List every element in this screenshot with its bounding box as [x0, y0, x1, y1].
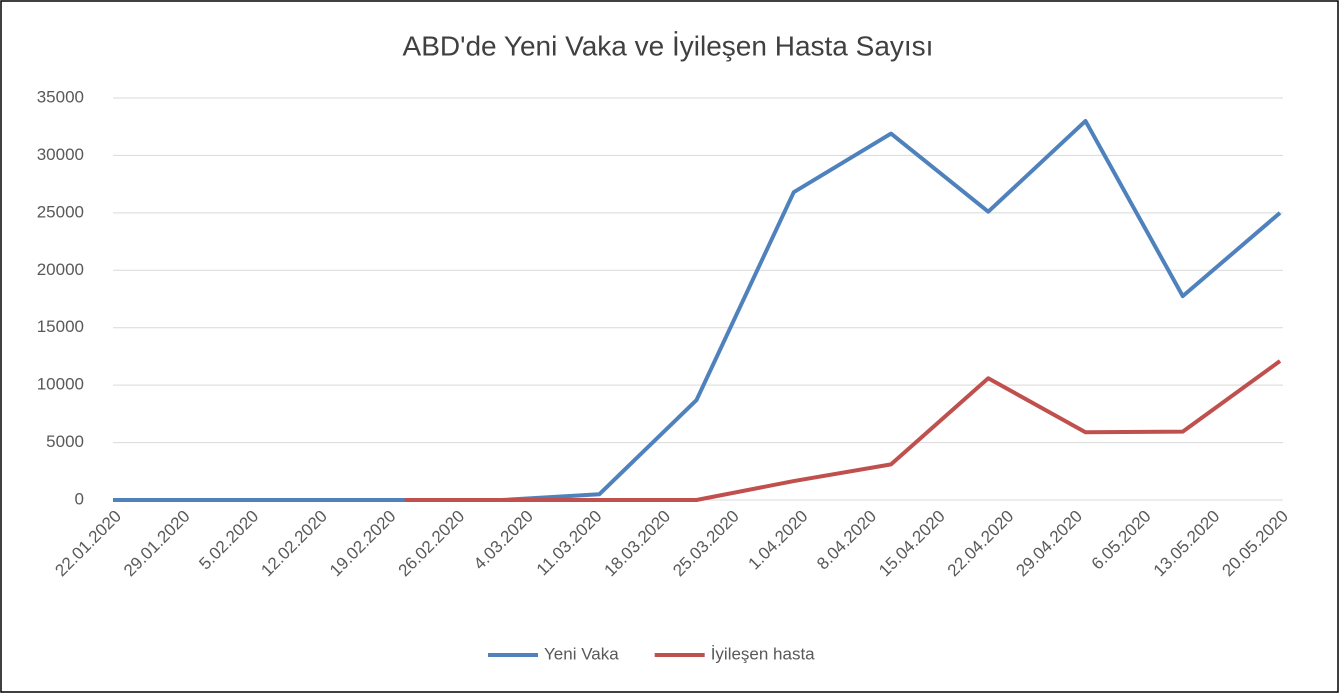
- y-tick-label: 30000: [37, 145, 84, 164]
- legend-label: Yeni Vaka: [544, 644, 619, 663]
- y-tick-label: 20000: [37, 260, 84, 279]
- y-tick-label: 15000: [37, 317, 84, 336]
- y-tick-label: 35000: [37, 87, 84, 106]
- y-tick-label: 0: [75, 489, 84, 508]
- legend-label: İyileşen hasta: [711, 644, 815, 663]
- y-tick-label: 10000: [37, 375, 84, 394]
- series-line: [404, 359, 1282, 502]
- y-tick-label: 5000: [46, 432, 84, 451]
- y-tick-label: 25000: [37, 202, 84, 221]
- chart-title: ABD'de Yeni Vaka ve İyileşen Hasta Sayıs…: [403, 30, 934, 61]
- series-line: [113, 118, 1282, 502]
